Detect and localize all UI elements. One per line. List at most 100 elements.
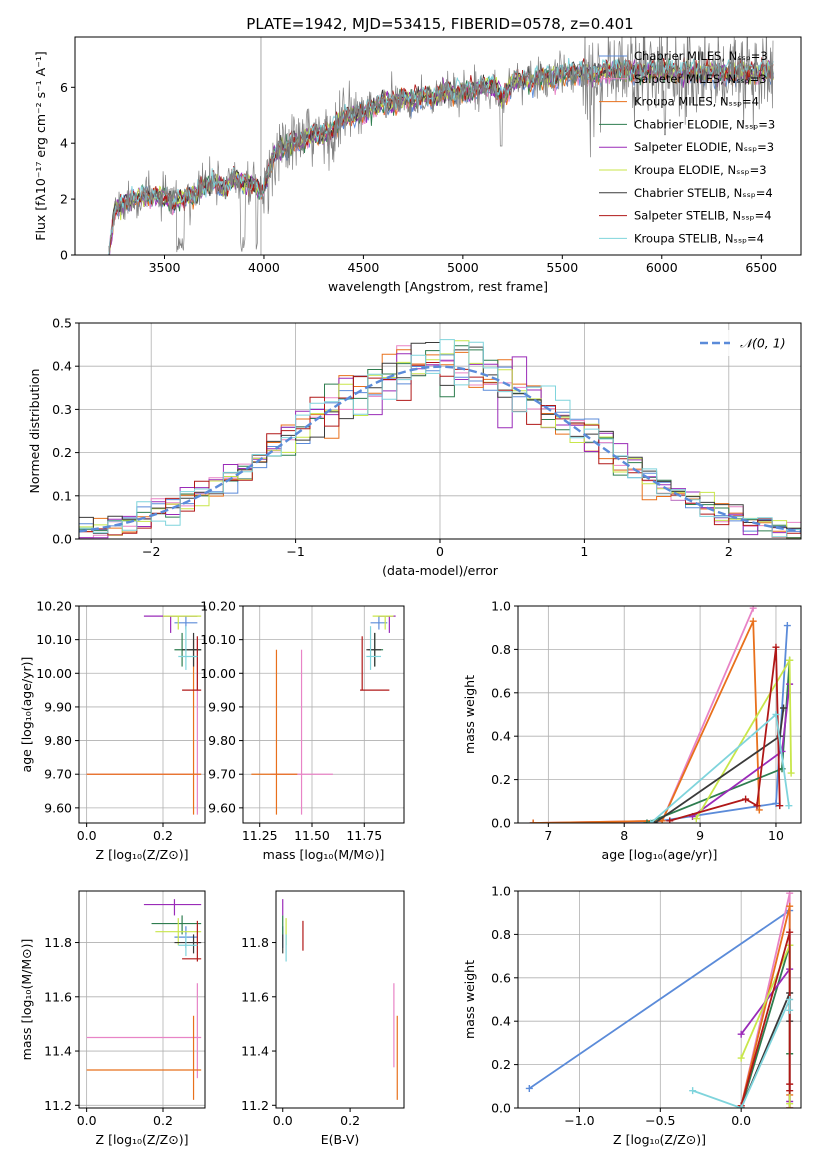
- y-tick-label: 0: [60, 248, 68, 263]
- axes-frame: [242, 605, 405, 824]
- y-tick-label: 10.20: [36, 599, 72, 614]
- x-tick-label: 0.2: [153, 828, 173, 843]
- x-tick-label: 8: [620, 828, 628, 843]
- errorbar-point: [360, 636, 390, 691]
- weight-marker: [755, 806, 763, 814]
- y-tick-label: 11.4: [44, 1044, 72, 1059]
- legend-label: Chabrier MILES, Nₛₛₚ=3: [634, 49, 768, 63]
- weight-marker: [772, 799, 780, 807]
- plot-area: [529, 606, 795, 823]
- plot-area: [282, 899, 398, 1100]
- errorbar-point: [182, 920, 202, 962]
- y-tick-label: 9.90: [44, 699, 72, 714]
- panel-weight-age: 7 8 9 10 0.0 0.2 0.4 0.6 0.8 1.0 age [log₁₀(age/yr…: [462, 599, 802, 862]
- legend-label: Salpeter STELIB, Nₛₛₚ=4: [634, 209, 772, 223]
- weight-marker: [749, 617, 757, 625]
- plot-area: [86, 615, 202, 815]
- errorbar-point: [155, 918, 202, 946]
- y-tick-label: 11.6: [44, 989, 72, 1004]
- y-tick-label: 0.3: [52, 402, 72, 417]
- panel-spectrum: 3500 4000 4500 5000 5500 6000 6500 0 2 4 6 waveleng…: [33, 36, 802, 294]
- weight-marker: [647, 819, 655, 823]
- y-tick-label: 0.0: [52, 532, 72, 547]
- y-tick-label: 6: [60, 80, 68, 95]
- errorbar-point: [86, 639, 202, 815]
- weight-line: [692, 999, 791, 1108]
- weight-marker: [749, 606, 757, 612]
- weight-line: [533, 625, 789, 823]
- weight-marker: [786, 1080, 794, 1088]
- x-tick-label: −1.0: [564, 1113, 594, 1128]
- y-tick-label: 0.8: [491, 642, 511, 657]
- x-tick-label: 0: [436, 544, 444, 559]
- weight-line: [533, 607, 755, 823]
- y-tick-label: 9.60: [208, 800, 236, 815]
- weight-marker: [786, 1087, 794, 1095]
- y-tick-label: 11.6: [241, 989, 269, 1004]
- x-tick-label: 11.50: [294, 828, 330, 843]
- x-tick-label: 4000: [248, 260, 280, 275]
- weight-marker: [786, 902, 794, 910]
- errorbar-point: [178, 934, 198, 957]
- weight-marker: [737, 1054, 745, 1062]
- axes-frame: [74, 36, 802, 256]
- y-tick-label: 0.4: [491, 1014, 511, 1029]
- weight-marker: [786, 891, 794, 897]
- x-axis-label: Z [log₁₀(Z/Z⊙)]: [613, 1132, 706, 1147]
- weight-marker: [643, 819, 651, 823]
- axes-frame: [78, 605, 206, 824]
- weight-marker: [753, 802, 761, 810]
- x-tick-label: −0.5: [645, 1113, 675, 1128]
- y-tick-label: 10.10: [200, 632, 236, 647]
- weight-marker: [525, 1084, 533, 1092]
- plot-area: [86, 899, 202, 1100]
- y-tick-label: 0.4: [52, 359, 72, 374]
- x-tick-label: 5500: [546, 260, 578, 275]
- x-tick-label: 11.75: [346, 828, 382, 843]
- weight-marker: [787, 769, 795, 777]
- x-tick-label: 5000: [447, 260, 479, 275]
- y-tick-label: 1.0: [491, 599, 511, 614]
- y-tick-label: 0.5: [52, 316, 72, 331]
- y-tick-label: 11.4: [241, 1044, 269, 1059]
- x-tick-label: 0.0: [77, 828, 97, 843]
- weight-marker: [529, 819, 537, 823]
- y-tick-label: 0.4: [491, 729, 511, 744]
- weight-marker: [786, 656, 794, 664]
- y-tick-label: 4: [60, 136, 68, 151]
- data-spectrum-line: [108, 37, 774, 255]
- x-tick-label: 4500: [348, 260, 380, 275]
- residual-histogram: [79, 339, 801, 538]
- legend-label: Salpeter MILES, Nₛₛₚ=3: [634, 72, 767, 86]
- x-tick-label: 0.0: [273, 1113, 293, 1128]
- plot-area: [108, 37, 774, 255]
- y-tick-label: 0.6: [491, 970, 511, 985]
- axes-frame: [517, 890, 802, 1109]
- weight-marker: [786, 1100, 794, 1108]
- weight-marker: [742, 795, 750, 803]
- errorbar-point: [143, 899, 202, 916]
- panel-mass-EBV: 0.0 0.2 11.2 11.4 11.6 11.8 E(B-V): [241, 890, 405, 1147]
- errorbar-point: [370, 616, 388, 630]
- weight-marker: [780, 704, 788, 712]
- errorbar-point: [86, 639, 202, 815]
- weight-marker: [786, 1006, 794, 1014]
- x-tick-label: 0.2: [153, 1113, 173, 1128]
- x-tick-label: 0.0: [77, 1113, 97, 1128]
- y-tick-label: 0.0: [491, 816, 511, 831]
- y-tick-label: 10.00: [200, 666, 236, 681]
- panel-age-mass: 11.25 11.50 11.75 9.60 9.70 9.80 9.90 10.00 10.1…: [200, 599, 405, 862]
- errorbar-point: [182, 636, 202, 691]
- y-tick-label: 9.80: [44, 733, 72, 748]
- x-tick-label: 7: [544, 828, 552, 843]
- x-tick-label: 2: [725, 544, 733, 559]
- weight-marker: [772, 711, 780, 718]
- panel-age-Z: 0.0 0.2 9.60 9.70 9.80 9.90 10.00 10.10 10.20 Z […: [19, 599, 206, 862]
- errorbar-point: [270, 649, 333, 815]
- y-axis-label: mass weight: [462, 960, 477, 1039]
- errorbar-point: [182, 632, 202, 667]
- x-axis-label: E(B-V): [321, 1132, 360, 1147]
- y-tick-label: 0.0: [491, 1101, 511, 1116]
- errorbar-point: [174, 934, 202, 954]
